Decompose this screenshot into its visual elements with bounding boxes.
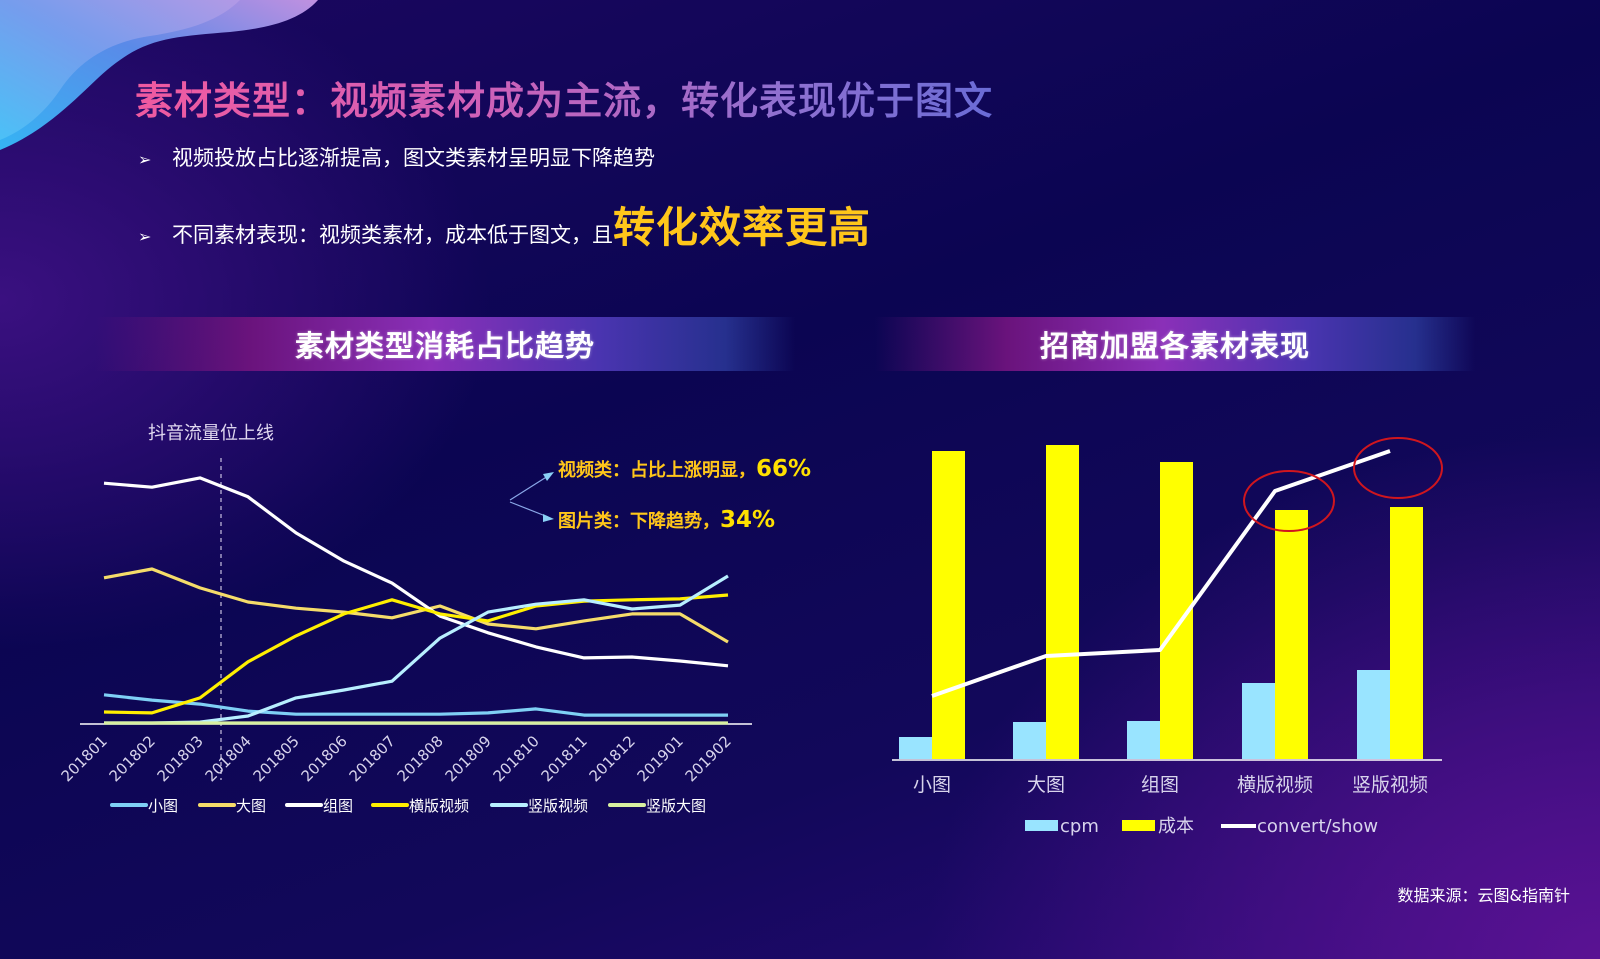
bar-cost — [932, 451, 965, 759]
bullet-text: 不同素材表现：视频类素材，成本低于图文，且 — [172, 223, 613, 247]
callout-video: 视频类：占比上涨明显，66% — [558, 456, 811, 482]
highlight-circle — [1353, 437, 1443, 499]
bar-cpm — [899, 737, 932, 759]
bar-chart: 小图 大图 组图 横版视频 竖版视频 cpm 成本 convert/show — [899, 437, 1443, 837]
callout-arrows — [509, 472, 554, 522]
bar-cost — [1390, 507, 1423, 759]
line-chart: 抖音流量位上线 20180120180220180320180420180520… — [58, 423, 811, 815]
highlight-circle — [1243, 470, 1335, 532]
left-chart-title: 素材类型消耗占比趋势 — [294, 329, 595, 363]
legend-label-cpm: cpm — [1060, 816, 1099, 837]
bullet-arrow-icon: ➢ — [138, 227, 152, 246]
data-source: 数据来源：云图&指南针 — [1397, 886, 1570, 905]
bullet-text: 视频投放占比逐渐提高，图文类素材呈明显下降趋势 — [172, 146, 655, 170]
line-series-2 — [103, 476, 729, 668]
legend-label: 竖版大图 — [646, 797, 706, 815]
convert-show-line — [931, 449, 1391, 698]
bar-cpm — [1013, 722, 1046, 759]
wave-decoration — [0, 0, 318, 150]
bar-cost — [1275, 510, 1308, 759]
legend-label: 竖版视频 — [528, 797, 588, 815]
line-series-4 — [104, 574, 729, 725]
bar-cpm — [1242, 683, 1275, 759]
legend-label: 组图 — [323, 797, 353, 815]
legend-label: 横版视频 — [409, 797, 469, 815]
line-series-0 — [103, 693, 728, 717]
callout-image: 图片类：下降趋势，34% — [558, 507, 775, 533]
legend-label-convert: convert/show — [1257, 816, 1378, 837]
left-chart-banner: 素材类型消耗占比趋势 — [95, 317, 795, 371]
marker-label: 抖音流量位上线 — [148, 423, 274, 444]
bar-cpm — [1127, 721, 1160, 759]
bar-category-label: 组图 — [1141, 774, 1179, 796]
page-title: 素材类型：视频素材成为主流，转化表现优于图文 — [135, 70, 993, 125]
legend-swatch-cpm — [1025, 820, 1058, 831]
legend-label-cost: 成本 — [1158, 816, 1194, 837]
bar-category-label: 横版视频 — [1237, 774, 1313, 796]
right-chart-banner: 招商加盟各素材表现 — [875, 317, 1475, 371]
right-chart-title: 招商加盟各素材表现 — [1039, 329, 1310, 363]
bullet-arrow-icon: ➢ — [138, 150, 152, 169]
legend-label: 大图 — [236, 797, 266, 815]
line-series-3 — [103, 593, 729, 715]
line-series-1 — [103, 567, 729, 644]
bar-category-label: 大图 — [1027, 774, 1065, 796]
bar-cost — [1046, 445, 1079, 759]
bar-category-label: 竖版视频 — [1352, 774, 1428, 796]
bar-cpm — [1357, 670, 1390, 759]
bar-category-label: 小图 — [913, 774, 951, 796]
legend-swatch-cost — [1122, 820, 1155, 831]
bullet-item-1: ➢ 视频投放占比逐渐提高，图文类素材呈明显下降趋势 — [138, 142, 655, 172]
legend-label: 小图 — [148, 797, 178, 815]
bullet-item-2: ➢ 不同素材表现：视频类素材，成本低于图文，且 转化效率更高 — [138, 194, 871, 255]
bullet-highlight: 转化效率更高 — [613, 203, 872, 252]
